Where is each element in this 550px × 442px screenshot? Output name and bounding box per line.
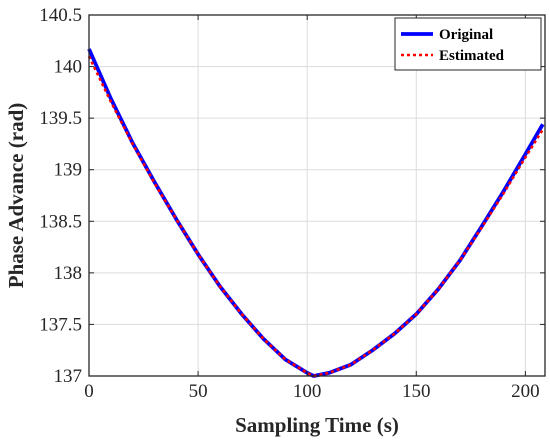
- y-tick-label: 139: [54, 160, 83, 181]
- legend: Original Estimated: [394, 17, 542, 71]
- y-tick-label: 138: [54, 263, 83, 284]
- y-tick-label: 140.5: [39, 5, 82, 26]
- legend-label-original: Original: [439, 27, 493, 43]
- axis-ticks: 0 50 100 150 200 137 137.5 138 138.5 139 139.5 140 1…: [39, 5, 545, 402]
- x-tick-label: 50: [189, 381, 208, 402]
- legend-label-estimated: Estimated: [439, 48, 505, 64]
- x-tick-label: 100: [293, 381, 322, 402]
- x-tick-label: 0: [84, 381, 94, 402]
- y-tick-label: 139.5: [39, 108, 82, 129]
- y-tick-label: 138.5: [39, 211, 82, 232]
- plot-area-frame: [88, 14, 546, 377]
- y-tick-label: 140: [54, 57, 83, 78]
- x-tick-label: 150: [402, 381, 431, 402]
- legend-box: [394, 17, 542, 71]
- y-tick-label: 137: [54, 366, 83, 387]
- y-axis-title: Phase Advance (rad): [4, 103, 28, 289]
- x-axis-title: Sampling Time (s): [235, 413, 399, 437]
- grid-lines: [88, 14, 545, 377]
- y-tick-label: 137.5: [39, 314, 82, 335]
- x-tick-label: 200: [511, 381, 540, 402]
